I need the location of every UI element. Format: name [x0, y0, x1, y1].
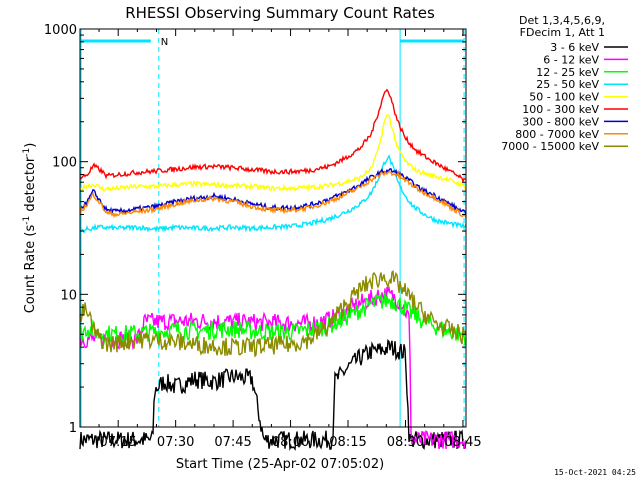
y-axis-label-sup1: -1 — [22, 216, 32, 225]
legend: Det 1,3,4,5,6,9,FDecim 1, Att 1 3 - 6 keV… — [501, 14, 628, 153]
series-line-3 — [79, 154, 467, 234]
legend-label-4: 50 - 100 keV — [529, 91, 599, 104]
legend-label-0: 3 - 6 keV — [550, 41, 599, 54]
legend-label-8: 7000 - 15000 keV — [501, 140, 599, 153]
y-tick-label-1: 10 — [60, 288, 77, 303]
series-line-7 — [79, 170, 467, 219]
x-tick-label-4: 08:15 — [329, 435, 366, 450]
series-line-0 — [79, 339, 467, 452]
legend-header-0: Det 1,3,4,5,6,9, — [519, 14, 605, 27]
night-marker-label: N — [161, 37, 168, 48]
x-tick-label-6: 08:45 — [444, 435, 481, 450]
series-line-5 — [79, 88, 467, 184]
legend-label-2: 12 - 25 keV — [536, 66, 599, 79]
y-axis: 1 10 100 1000 — [44, 23, 466, 436]
series-line-6 — [79, 168, 467, 216]
chart-title: RHESSI Observing Summary Count Rates — [125, 4, 435, 22]
x-tick-label-5: 08:30 — [387, 435, 424, 450]
y-tick-label-2: 100 — [52, 156, 77, 171]
series-lines — [79, 88, 467, 452]
generated-timestamp: 15-Oct-2021 04:25 — [554, 468, 636, 477]
series-line-1 — [79, 285, 467, 450]
series-line-2 — [79, 292, 467, 346]
y-axis-label-sup2: -1 — [22, 148, 32, 157]
legend-header-1: FDecim 1, Att 1 — [520, 26, 605, 39]
series-line-8 — [79, 270, 467, 358]
y-axis-label-mid: detector — [23, 156, 38, 216]
x-tick-label-3: 08:00 — [272, 435, 309, 450]
y-axis-label-end: ) — [23, 143, 38, 148]
legend-label-7: 800 - 7000 keV — [515, 128, 599, 141]
legend-label-5: 100 - 300 keV — [522, 103, 599, 116]
y-axis-label: Count Rate (s-1 detector-1) — [22, 143, 38, 314]
plot-frame — [79, 28, 467, 428]
x-tick-label-1: 07:30 — [157, 435, 194, 450]
legend-label-3: 25 - 50 keV — [536, 78, 599, 91]
y-axis-label-main: Count Rate (s — [23, 225, 38, 314]
legend-label-6: 300 - 800 keV — [522, 115, 599, 128]
x-axis: 07:15 07:30 07:45 08:00 08:15 08:30 08:45 — [98, 29, 482, 450]
y-tick-label-3: 1000 — [44, 23, 77, 38]
x-tick-label-0: 07:15 — [99, 435, 136, 450]
legend-label-1: 6 - 12 keV — [543, 53, 599, 66]
y-tick-label-0: 1 — [69, 421, 77, 436]
x-axis-label: Start Time (25-Apr-02 07:05:02) — [176, 457, 384, 472]
x-tick-label-2: 07:45 — [214, 435, 251, 450]
series-line-4 — [79, 113, 467, 193]
